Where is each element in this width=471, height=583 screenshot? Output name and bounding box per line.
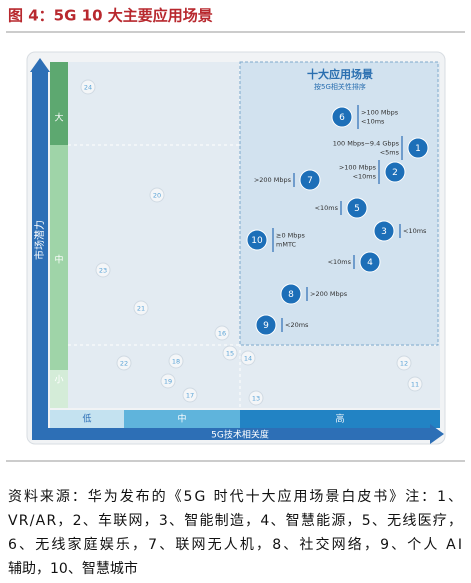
scenario-dot — [240, 350, 256, 366]
scenario-bubble — [246, 229, 268, 251]
scenario-note: >200 Mbps — [254, 176, 292, 184]
caption-line: 6、无线家庭娱乐，7、联网无人机，8、社交网络，9、个人 AI — [8, 536, 462, 553]
caption-line: 资料来源：华为发布的《5G 时代十大应用场景白皮书》注：1、 — [8, 488, 462, 505]
y-level: 中 — [54, 254, 63, 266]
scenario-number: 4 — [367, 258, 373, 268]
scenario-number: 3 — [381, 227, 387, 237]
scenario-number: 23 — [99, 267, 107, 275]
scenario-note: >100 Mbps — [339, 164, 377, 172]
scenario-dot — [116, 355, 132, 371]
y-band — [50, 62, 68, 145]
scenario-bubble — [331, 106, 353, 128]
zone-subtitle: 按5G相关性排序 — [314, 82, 366, 91]
scenario-number: 18 — [172, 358, 180, 366]
scenario-number: 16 — [218, 330, 226, 338]
x-arrow — [430, 424, 444, 444]
scenario-note: <10ms — [315, 204, 339, 212]
scenario-dot — [160, 373, 176, 389]
caption-line: VR/AR，2、车联网，3、智能制造，4、智慧能源，5、无线医疗， — [8, 512, 462, 529]
caption-line: 辅助，10、智慧城市 — [8, 560, 138, 577]
scenario-number: 8 — [288, 290, 294, 300]
scenario-number: 10 — [251, 236, 263, 246]
scenario-dot — [407, 376, 423, 392]
scenario-number: 21 — [137, 305, 145, 313]
scenario-number: 17 — [186, 392, 194, 400]
scenario-note: <20ms — [285, 321, 309, 329]
y-axis-title: 市场潜力 — [33, 220, 46, 260]
scenario-number: 5 — [354, 204, 360, 214]
scenario-note: <10ms — [353, 173, 377, 181]
scenario-bubble — [373, 220, 395, 242]
x-band — [50, 410, 124, 428]
scenario-number: 15 — [226, 350, 234, 358]
scenario-dot — [222, 345, 238, 361]
zone-title: 十大应用场景 — [307, 67, 373, 81]
x-band — [124, 410, 240, 428]
scenario-note: 100 Mbps~9.4 Gbps — [333, 140, 400, 148]
y-level: 大 — [54, 112, 63, 124]
scenario-note: <5ms — [380, 149, 400, 157]
scenario-dot — [396, 355, 412, 371]
scenario-dot — [248, 390, 264, 406]
scenario-dot — [168, 353, 184, 369]
scenario-number: 13 — [252, 395, 260, 403]
scenario-note: mMTC — [276, 241, 297, 249]
scenario-note: <10ms — [361, 118, 385, 126]
y-band — [50, 370, 68, 408]
scenario-number: 24 — [84, 84, 92, 92]
scenario-dot — [133, 300, 149, 316]
x-level: 高 — [335, 413, 344, 425]
highlight-zone — [239, 61, 439, 346]
scenario-bubble — [299, 169, 321, 191]
y-level: 小 — [54, 375, 63, 386]
x-band — [240, 410, 440, 428]
scenario-dot — [182, 387, 198, 403]
x-axis-bar — [32, 428, 432, 440]
scenario-number: 6 — [339, 113, 345, 123]
scenario-bubble — [280, 283, 302, 305]
scenario-note: <10ms — [403, 227, 427, 235]
scenario-dot — [80, 79, 96, 95]
scenario-bubble — [255, 314, 277, 336]
x-level: 低 — [82, 413, 91, 425]
y-band — [50, 145, 68, 370]
scenario-number: 11 — [411, 381, 419, 389]
scenario-dot — [214, 325, 230, 341]
scenario-number: 19 — [164, 378, 172, 386]
figure-title: 图 4：5G 10 大主要应用场景 — [8, 7, 213, 25]
scenario-number: 9 — [263, 321, 269, 331]
x-axis-title: 5G技术相关度 — [211, 429, 269, 441]
scenario-number: 1 — [415, 144, 421, 154]
scenario-number: 22 — [120, 360, 128, 368]
scenario-bubble — [346, 197, 368, 219]
scenario-note: <10ms — [328, 258, 352, 266]
x-level: 中 — [177, 413, 186, 425]
scenario-note: >100 Mbps — [361, 109, 399, 117]
scenario-dot — [95, 262, 111, 278]
scenario-bubble — [359, 251, 381, 273]
scenario-note: ≥0 Mbps — [276, 232, 306, 240]
scenario-bubble — [407, 137, 429, 159]
y-axis-bar — [32, 70, 48, 440]
scenario-note: >200 Mbps — [310, 290, 348, 298]
scenario-dot — [149, 187, 165, 203]
scenario-number: 7 — [307, 176, 313, 186]
scenario-number: 14 — [244, 355, 252, 363]
scenario-number: 2 — [392, 168, 398, 178]
scenario-number: 12 — [400, 360, 408, 368]
y-arrow — [30, 58, 50, 72]
scenario-bubble — [384, 161, 406, 183]
scenario-number: 20 — [153, 192, 161, 200]
